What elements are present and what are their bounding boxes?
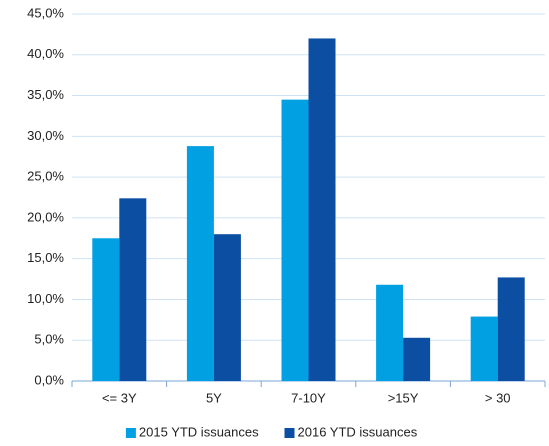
bar <box>376 284 404 381</box>
bar <box>186 146 214 381</box>
bar <box>308 38 336 381</box>
y-tick-label: 35,0% <box>27 87 64 102</box>
bar <box>92 238 120 381</box>
legend-swatch <box>284 428 295 438</box>
bar <box>403 337 431 381</box>
bar <box>497 277 525 381</box>
y-tick-label: 10,0% <box>27 291 64 306</box>
x-tick-label: 7-10Y <box>291 390 326 405</box>
y-tick-label: 40,0% <box>27 46 64 61</box>
bar <box>281 99 309 381</box>
x-tick-label: <= 3Y <box>102 390 137 405</box>
y-tick-label: 25,0% <box>27 169 64 184</box>
legend-label: 2016 YTD issuances <box>298 424 418 439</box>
y-tick-label: 20,0% <box>27 209 64 224</box>
x-tick-label: 5Y <box>206 390 222 405</box>
y-tick-label: 15,0% <box>27 250 64 265</box>
legend-label: 2015 YTD issuances <box>139 424 259 439</box>
bar <box>119 198 147 381</box>
y-tick-label: 30,0% <box>27 128 64 143</box>
bar <box>470 316 498 381</box>
y-tick-label: 5,0% <box>34 332 64 347</box>
y-tick-label: 45,0% <box>27 5 64 20</box>
x-tick-label: > 30 <box>485 390 511 405</box>
y-tick-label: 0,0% <box>34 372 64 387</box>
x-tick-label: >15Y <box>388 390 419 405</box>
bar <box>213 234 241 381</box>
legend-swatch <box>125 428 136 438</box>
